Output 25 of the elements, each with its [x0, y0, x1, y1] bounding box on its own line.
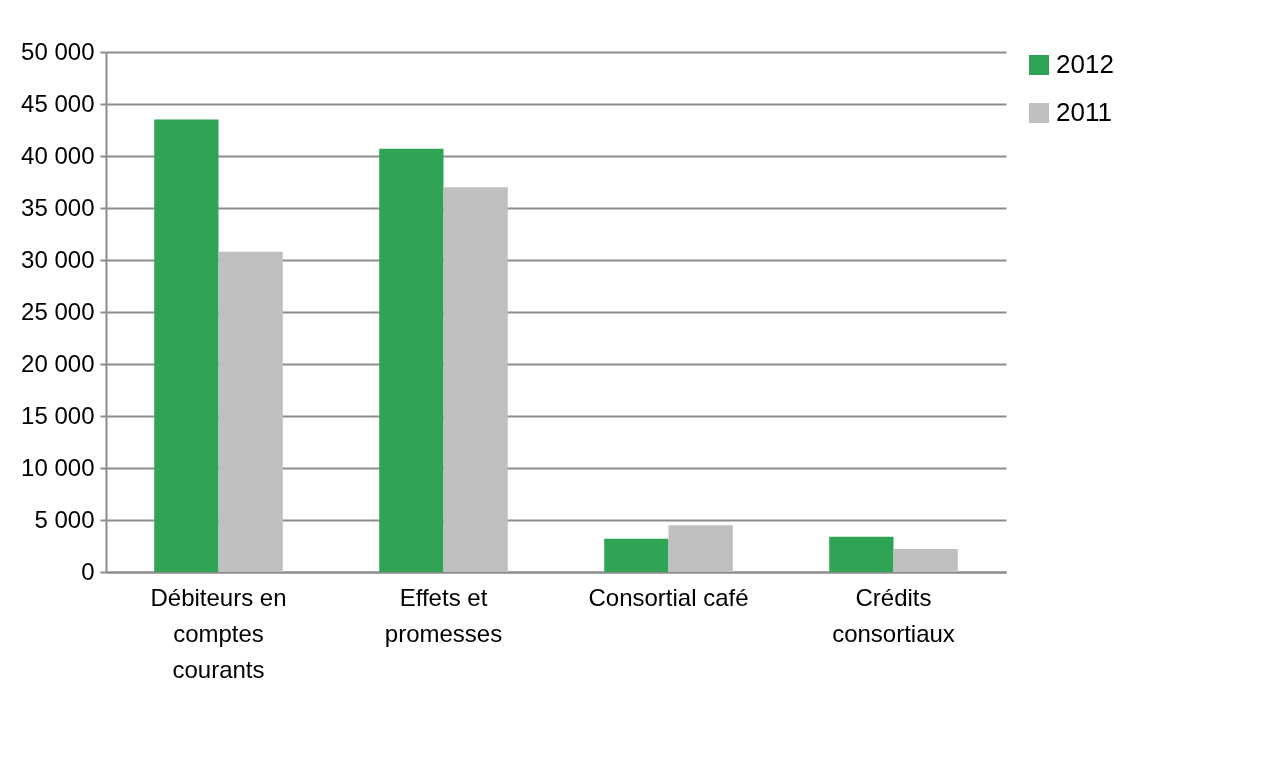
y-tick-label: 0 — [81, 557, 95, 585]
bar — [218, 251, 283, 572]
y-tick-label: 30 000 — [21, 245, 95, 273]
bar — [829, 536, 894, 572]
y-tick-label: 45 000 — [21, 89, 95, 117]
bar — [154, 119, 219, 572]
y-tick-label: 20 000 — [21, 349, 95, 377]
bar — [443, 187, 508, 572]
bar — [379, 148, 444, 572]
y-tick-label: 25 000 — [21, 297, 95, 325]
bar — [668, 525, 733, 572]
x-tick-label: Crédits consortiaux — [832, 583, 955, 647]
y-tick-label: 35 000 — [21, 193, 95, 221]
legend-label: 2011 — [1056, 97, 1112, 127]
y-tick-label: 10 000 — [21, 453, 95, 481]
x-tick-label: Effets et promesses — [384, 583, 503, 647]
y-tick-label: 50 000 — [21, 37, 95, 65]
bar — [893, 549, 958, 572]
bar — [604, 538, 669, 572]
legend-label: 2012 — [1056, 49, 1114, 79]
y-tick-label: 15 000 — [21, 401, 95, 429]
y-tick-label: 5 000 — [34, 505, 95, 533]
x-tick-label: Débiteurs en comptes courants — [150, 583, 287, 683]
x-tick-label: Consortial café — [588, 583, 749, 611]
y-tick-label: 40 000 — [21, 141, 95, 169]
